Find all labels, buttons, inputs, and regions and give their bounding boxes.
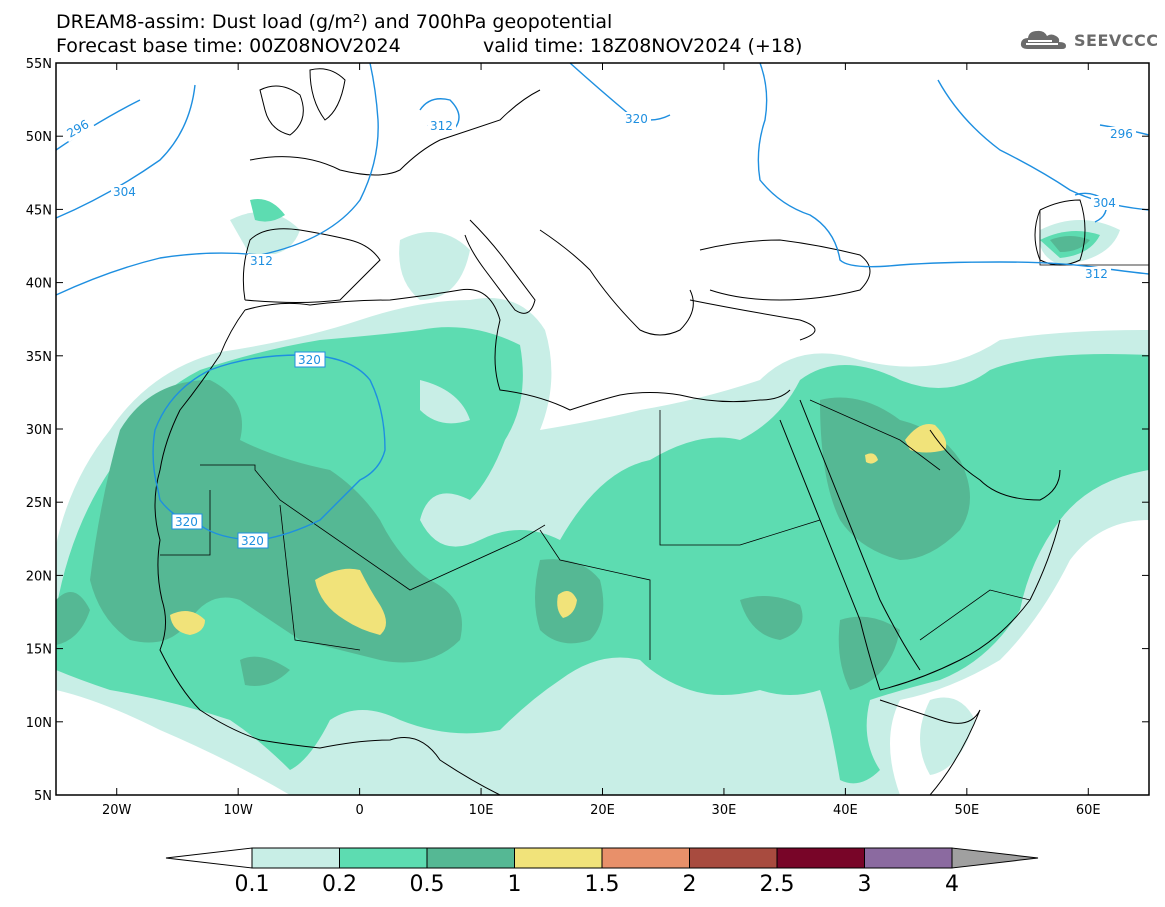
contour-label: 320 (625, 112, 648, 126)
contour-304-west (56, 84, 196, 219)
contour-296-west (56, 99, 141, 151)
y-tick-label: 50N (26, 130, 52, 145)
dust-level-1 (170, 424, 947, 635)
y-tick-label: 20N (26, 569, 52, 584)
colorbar-swatch (776, 847, 865, 869)
colorbar-label: 0.2 (322, 872, 357, 897)
colorbar: 0.1 0.2 0.5 1 1.5 2 2.5 3 4 (165, 847, 1039, 897)
x-tick-label: 40E (833, 803, 858, 818)
x-tick-label: 10W (223, 803, 253, 818)
contour-label: 312 (250, 254, 273, 268)
y-tick-label: 10N (26, 716, 52, 731)
y-tick-label: 40N (26, 277, 52, 292)
colorbar-swatch (689, 847, 778, 869)
map-title: DREAM8-assim: Dust load (g/m²) and 700hP… (56, 11, 613, 33)
colorbar-swatch (864, 847, 953, 869)
y-tick-label: 25N (26, 496, 52, 511)
colorbar-low-end (165, 847, 253, 869)
colorbar-swatch (514, 847, 603, 869)
contour-label: 320 (298, 353, 321, 367)
colorbar-label: 1.5 (585, 872, 620, 897)
contour-labels: 296 304 312 312 320 320 320 320 (61, 112, 1136, 549)
y-tick-label: 15N (26, 643, 52, 658)
colorbar-swatch (426, 847, 515, 869)
colorbar-high-end (951, 847, 1039, 869)
contour-320-north (569, 63, 671, 121)
longitude-ticks: 20W 10W 0 10E 20E 30E 40E 50E 60E (102, 63, 1101, 818)
contour-label: 320 (175, 515, 198, 529)
colorbar-label: 0.5 (410, 872, 445, 897)
contour-label: 312 (430, 119, 453, 133)
x-tick-label: 0 (355, 803, 363, 818)
dust-field (56, 199, 1149, 795)
forecast-base-time: Forecast base time: 00Z08NOV2024 (56, 35, 401, 57)
contour-312-west (56, 63, 379, 296)
colorbar-swatch (601, 847, 690, 869)
colorbar-swatch (339, 847, 428, 869)
x-tick-label: 10E (469, 803, 494, 818)
contour-label: 304 (1093, 196, 1116, 210)
contour-label: 304 (113, 185, 136, 199)
colorbar-label: 3 (858, 872, 872, 897)
x-tick-label: 20W (102, 803, 132, 818)
y-tick-label: 35N (26, 350, 52, 365)
x-tick-label: 30E (712, 803, 737, 818)
colorbar-label: 4 (945, 872, 959, 897)
cloud-icon (1020, 30, 1066, 49)
contour-label: 320 (241, 534, 264, 548)
valid-time: valid time: 18Z08NOV2024 (+18) (483, 35, 803, 57)
coastlines (154, 68, 1149, 795)
colorbar-swatch (251, 847, 340, 869)
y-tick-label: 55N (26, 57, 52, 72)
contour-label: 296 (1110, 127, 1133, 141)
colorbar-label: 2.5 (760, 872, 795, 897)
y-tick-label: 5N (34, 789, 52, 804)
contour-label: 312 (1085, 267, 1108, 281)
colorbar-label: 2 (683, 872, 697, 897)
y-tick-label: 45N (26, 203, 52, 218)
colorbar-label: 0.1 (235, 872, 270, 897)
seevccc-logo: SEEVCCC (1018, 27, 1159, 53)
y-tick-label: 30N (26, 423, 52, 438)
x-tick-label: 50E (954, 803, 979, 818)
latitude-ticks: 55N 50N 45N 40N 35N 30N 25N 20N 15N 10N 5N (26, 57, 1149, 804)
x-tick-label: 60E (1076, 803, 1101, 818)
contour-320-east (757, 63, 1149, 275)
colorbar-label: 1 (508, 872, 522, 897)
logo-text: SEEVCCC (1074, 30, 1159, 50)
contour-312-east (937, 79, 1149, 211)
x-tick-label: 20E (590, 803, 615, 818)
